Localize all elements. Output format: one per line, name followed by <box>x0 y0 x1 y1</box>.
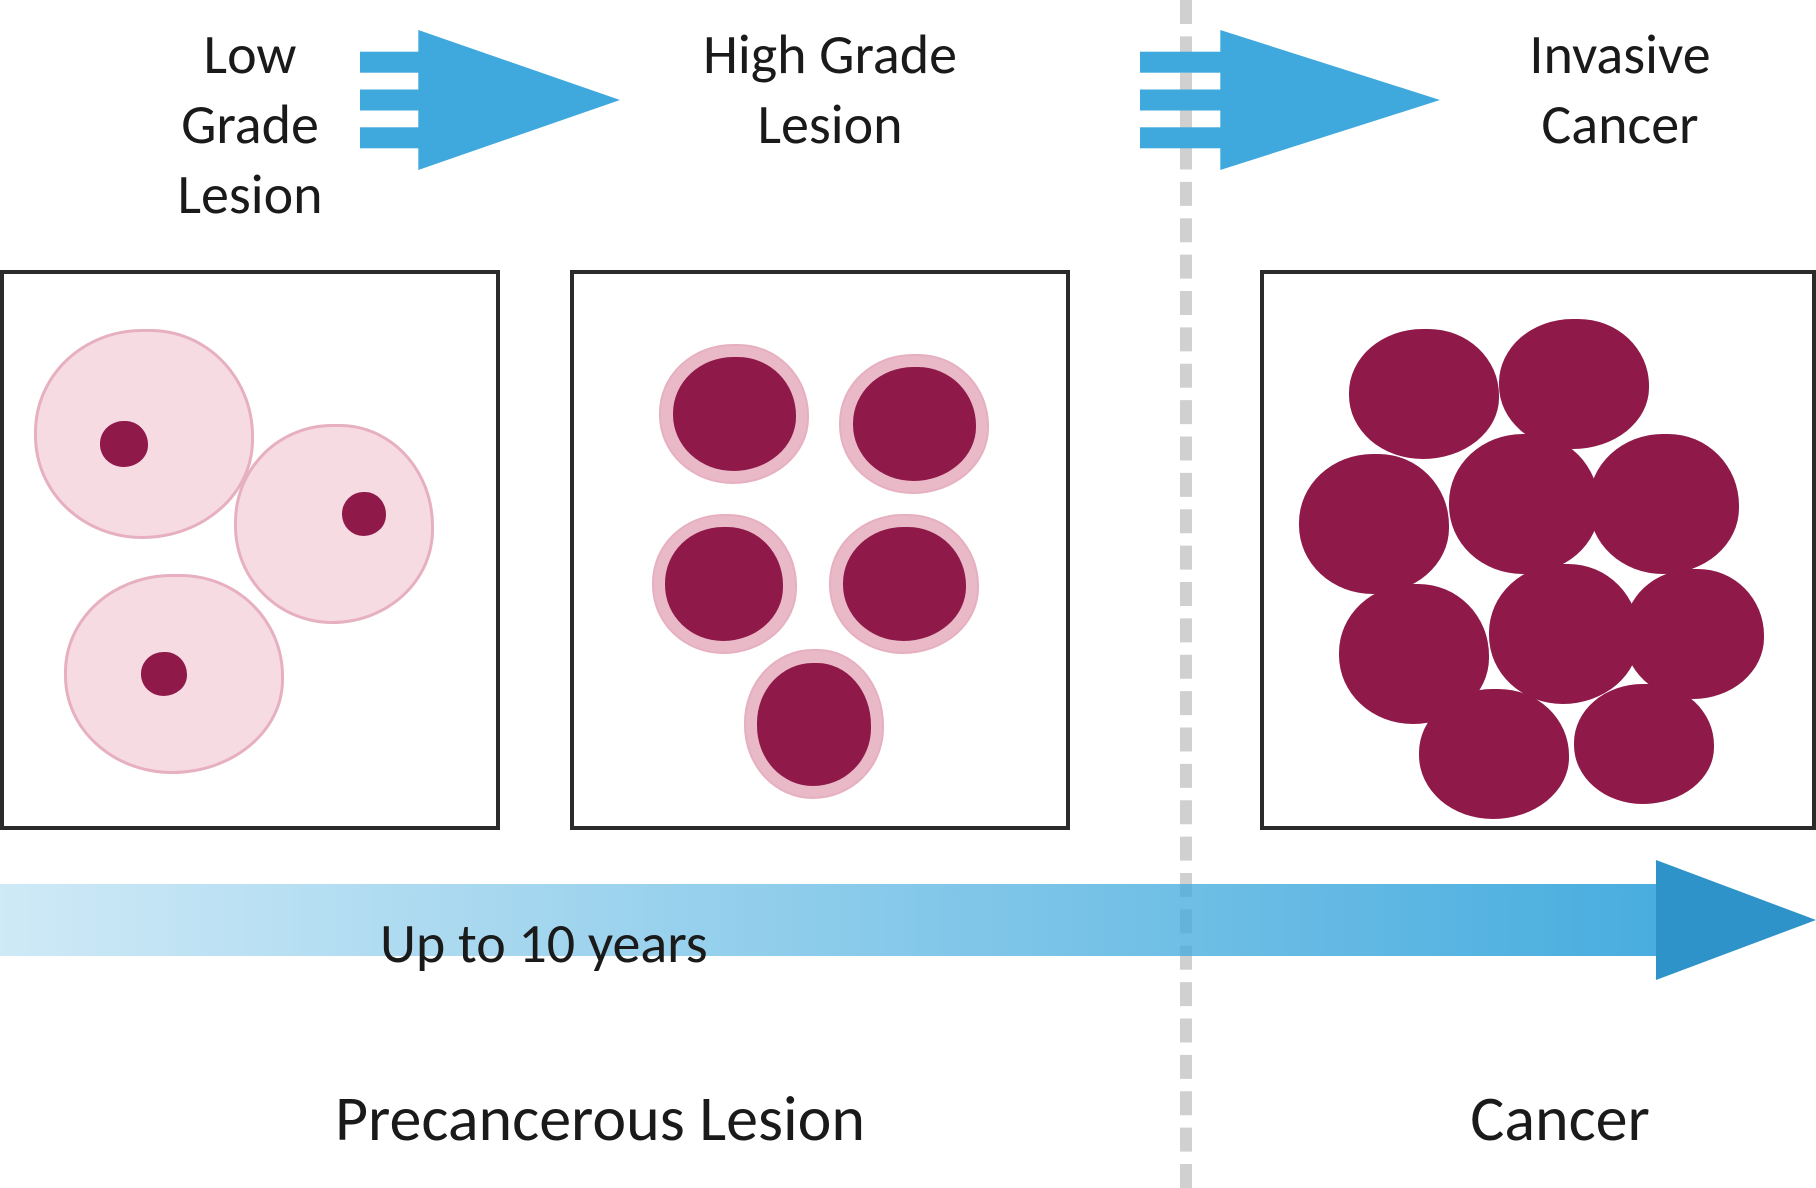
stage-inv-line2: Cancer <box>1541 91 1698 159</box>
stage-label-invasive: Invasive Cancer <box>1460 20 1780 160</box>
timeline-arrow-icon <box>0 860 1816 980</box>
cell-shape <box>665 527 784 642</box>
stage-low-line1: Low <box>204 21 297 89</box>
transition-arrow-2-icon <box>1140 30 1440 170</box>
stage-high-line2: Lesion <box>757 91 902 159</box>
bottom-label-precancerous: Precancerous Lesion <box>200 1080 1000 1158</box>
cell-shape <box>1449 434 1599 574</box>
cell-shape <box>1489 564 1639 704</box>
cell-shape <box>141 652 187 696</box>
stage-inv-line1: Invasive <box>1529 21 1710 89</box>
timeline-label: Up to 10 years <box>380 910 708 978</box>
cell-shape <box>1499 319 1649 449</box>
cell-shape <box>843 527 966 642</box>
stage-label-low: Low Grade Lesion <box>120 20 380 230</box>
cell-shape <box>1419 689 1569 819</box>
stage-divider <box>1180 0 1192 1188</box>
stage-high-line1: High Grade <box>703 21 957 89</box>
cell-shape <box>1349 329 1499 459</box>
cell-shape <box>100 421 148 467</box>
cell-shape <box>853 367 976 482</box>
cell-shape <box>1299 454 1449 594</box>
cell-shape <box>1574 684 1714 804</box>
stage-label-high: High Grade Lesion <box>640 20 1020 160</box>
cell-panel-low <box>0 270 500 830</box>
stage-low-line2: Grade <box>181 91 319 159</box>
bottom-label-cancer: Cancer <box>1360 1080 1760 1158</box>
cell-shape <box>234 424 434 624</box>
cell-panel-invasive <box>1260 270 1816 830</box>
cell-shape <box>757 663 872 786</box>
cell-panel-high <box>570 270 1070 830</box>
stage-low-line3: Lesion <box>177 161 322 229</box>
cell-shape <box>342 492 386 536</box>
cell-shape <box>673 357 796 472</box>
cell-shape <box>1589 434 1739 574</box>
transition-arrow-1-icon <box>360 30 620 170</box>
cell-shape <box>1624 569 1764 699</box>
